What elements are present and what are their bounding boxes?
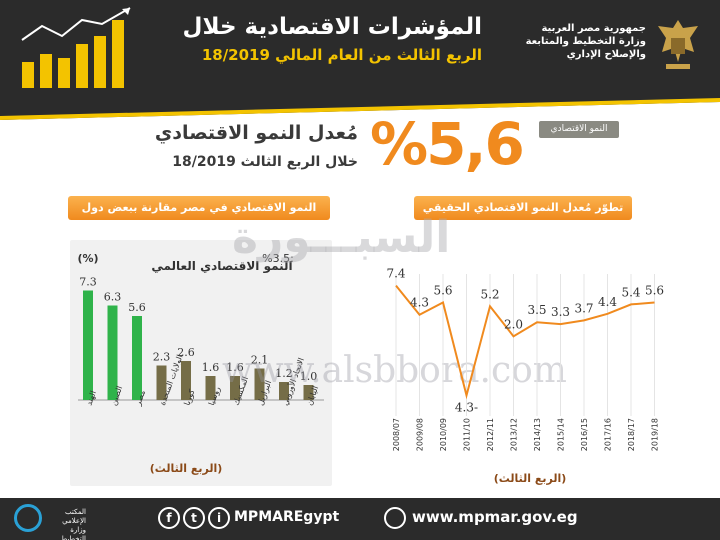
bar xyxy=(230,376,240,400)
bar xyxy=(279,382,289,400)
line-value-label: 5.6 xyxy=(433,284,452,298)
instagram-icon[interactable]: i xyxy=(208,507,230,529)
growth-rate-value: %5,6 xyxy=(370,110,525,178)
line-value-label: 3.5 xyxy=(527,303,546,317)
bar-value-label: 6.3 xyxy=(104,291,122,304)
social-handle[interactable]: MPMAREgypt xyxy=(234,509,340,525)
bar-chart-note: :%3.5 xyxy=(262,252,294,265)
line-x-tick-label: 2018/17 xyxy=(627,418,636,451)
bar-chart-title: النمو الاقتصادي العالمي xyxy=(151,259,292,274)
line-value-label: 3.3 xyxy=(551,305,570,319)
bar xyxy=(156,365,167,400)
eagle-emblem-icon xyxy=(658,20,698,69)
page-subtitle: الربع الثالث من العام المالي 18/2019 xyxy=(201,46,482,64)
growth-tag: النمو الاقتصادي xyxy=(539,121,619,138)
ministry-name: جمهورية مصر العربية وزارة التخطيط والمتا… xyxy=(526,22,646,61)
bar xyxy=(181,361,191,400)
ministry-line-1: جمهورية مصر العربية xyxy=(541,23,646,34)
world-growth-panel: (%) النمو الاقتصادي العالمي :%3.5 7.3 اله… xyxy=(70,240,332,486)
line-value-label: 4.3 xyxy=(410,296,429,310)
line-x-tick-label: 2013/12 xyxy=(510,418,519,451)
trend-banner: تطوّر مُعدل النمو الاقتصادي الحقيقي xyxy=(414,196,632,220)
bar-value-label: 2.6 xyxy=(177,346,195,359)
bar-value-label: 7.3 xyxy=(79,276,97,289)
bar-value-label: 1.2 xyxy=(275,367,293,380)
page-title: المؤشرات الاقتصادية خلال xyxy=(182,14,482,40)
bar-value-label: 1.6 xyxy=(226,361,244,374)
line-x-tick-label: 2016/15 xyxy=(580,418,589,451)
line-value-label: 2.0 xyxy=(504,317,523,331)
bar-value-label: 2.3 xyxy=(153,351,171,364)
bar xyxy=(107,305,118,400)
twitter-icon[interactable]: t xyxy=(183,507,205,529)
bar-value-label: 2.1 xyxy=(251,354,269,367)
line-value-label: 5.4 xyxy=(621,285,640,299)
line-x-tick-label: 2011/10 xyxy=(463,418,472,451)
bar-value-label: 1.6 xyxy=(202,361,220,374)
bar xyxy=(254,368,265,400)
rising-bars-icon xyxy=(21,7,131,88)
line-value-label: 4.3- xyxy=(455,400,478,414)
line-x-tick-label: 2017/16 xyxy=(604,418,613,451)
line-value-label: 5.2 xyxy=(480,287,499,301)
website-link[interactable]: www.mpmar.gov.eg xyxy=(412,508,578,526)
comparison-banner: النمو الاقتصادي في مصر مقارنة ببعض دول ا… xyxy=(68,196,330,238)
globe-icon xyxy=(384,507,406,529)
watermark-text: السبـــورة xyxy=(232,212,451,263)
line-x-tick-label: 2015/14 xyxy=(557,418,566,451)
bar xyxy=(83,290,93,400)
line-x-tick-label: 2010/09 xyxy=(439,418,448,451)
footer: المكتب الإعلامي وزارة التخطيط f t i MPMA… xyxy=(0,498,720,540)
line-x-tick-label: 2008/07 xyxy=(392,418,401,451)
facebook-icon[interactable]: f xyxy=(158,507,180,529)
ministry-line-2: وزارة التخطيط والمتابعة xyxy=(525,36,646,47)
bar-xlabel: (الربع الثالث) xyxy=(150,462,223,475)
bar xyxy=(303,385,314,400)
bar-unit-label: (%) xyxy=(77,252,98,265)
bar-value-label: 5.6 xyxy=(128,301,146,314)
line-x-tick-label: 2012/11 xyxy=(486,418,495,451)
title-block: المؤشرات الاقتصادية خلال الربع الثالث من… xyxy=(183,14,482,64)
growth-trend-line-chart: 7.4 2008/07 4.3 2009/08 5.6 2010/09 4.3- 2011/1… xyxy=(386,267,664,485)
ministry-line-3: والإصلاح الإداري xyxy=(566,49,646,60)
line-x-tick-label: 2009/08 xyxy=(416,418,425,451)
watermark-url: www.alsbbora.com xyxy=(222,350,567,391)
bar xyxy=(132,316,142,400)
line-x-tick-label: 2019/18 xyxy=(651,418,660,451)
growth-subtitle: خلال الربع الثالث 18/2019 xyxy=(172,154,358,170)
line-value-label: 5.6 xyxy=(645,284,664,298)
line-value-label: 3.7 xyxy=(574,301,593,315)
line-xlabel: (الربع الثالث) xyxy=(494,472,567,485)
line-x-tick-label: 2014/13 xyxy=(533,418,542,451)
bar xyxy=(205,376,216,400)
growth-series-line xyxy=(395,285,655,400)
media-office-logo-icon xyxy=(14,504,42,532)
line-value-label: 7.4 xyxy=(386,267,405,281)
world-growth-bar-chart: (%) النمو الاقتصادي العالمي :%3.5 7.3اله… xyxy=(77,252,324,475)
header-divider xyxy=(0,96,720,120)
growth-title: مُعدل النمو الاقتصادي xyxy=(154,122,358,144)
bar-value-label: 1.0 xyxy=(300,370,318,383)
media-office-text: المكتب الإعلامي وزارة التخطيط xyxy=(60,508,86,540)
line-value-label: 4.4 xyxy=(598,295,617,309)
header: المؤشرات الاقتصادية خلال الربع الثالث من… xyxy=(0,0,720,96)
